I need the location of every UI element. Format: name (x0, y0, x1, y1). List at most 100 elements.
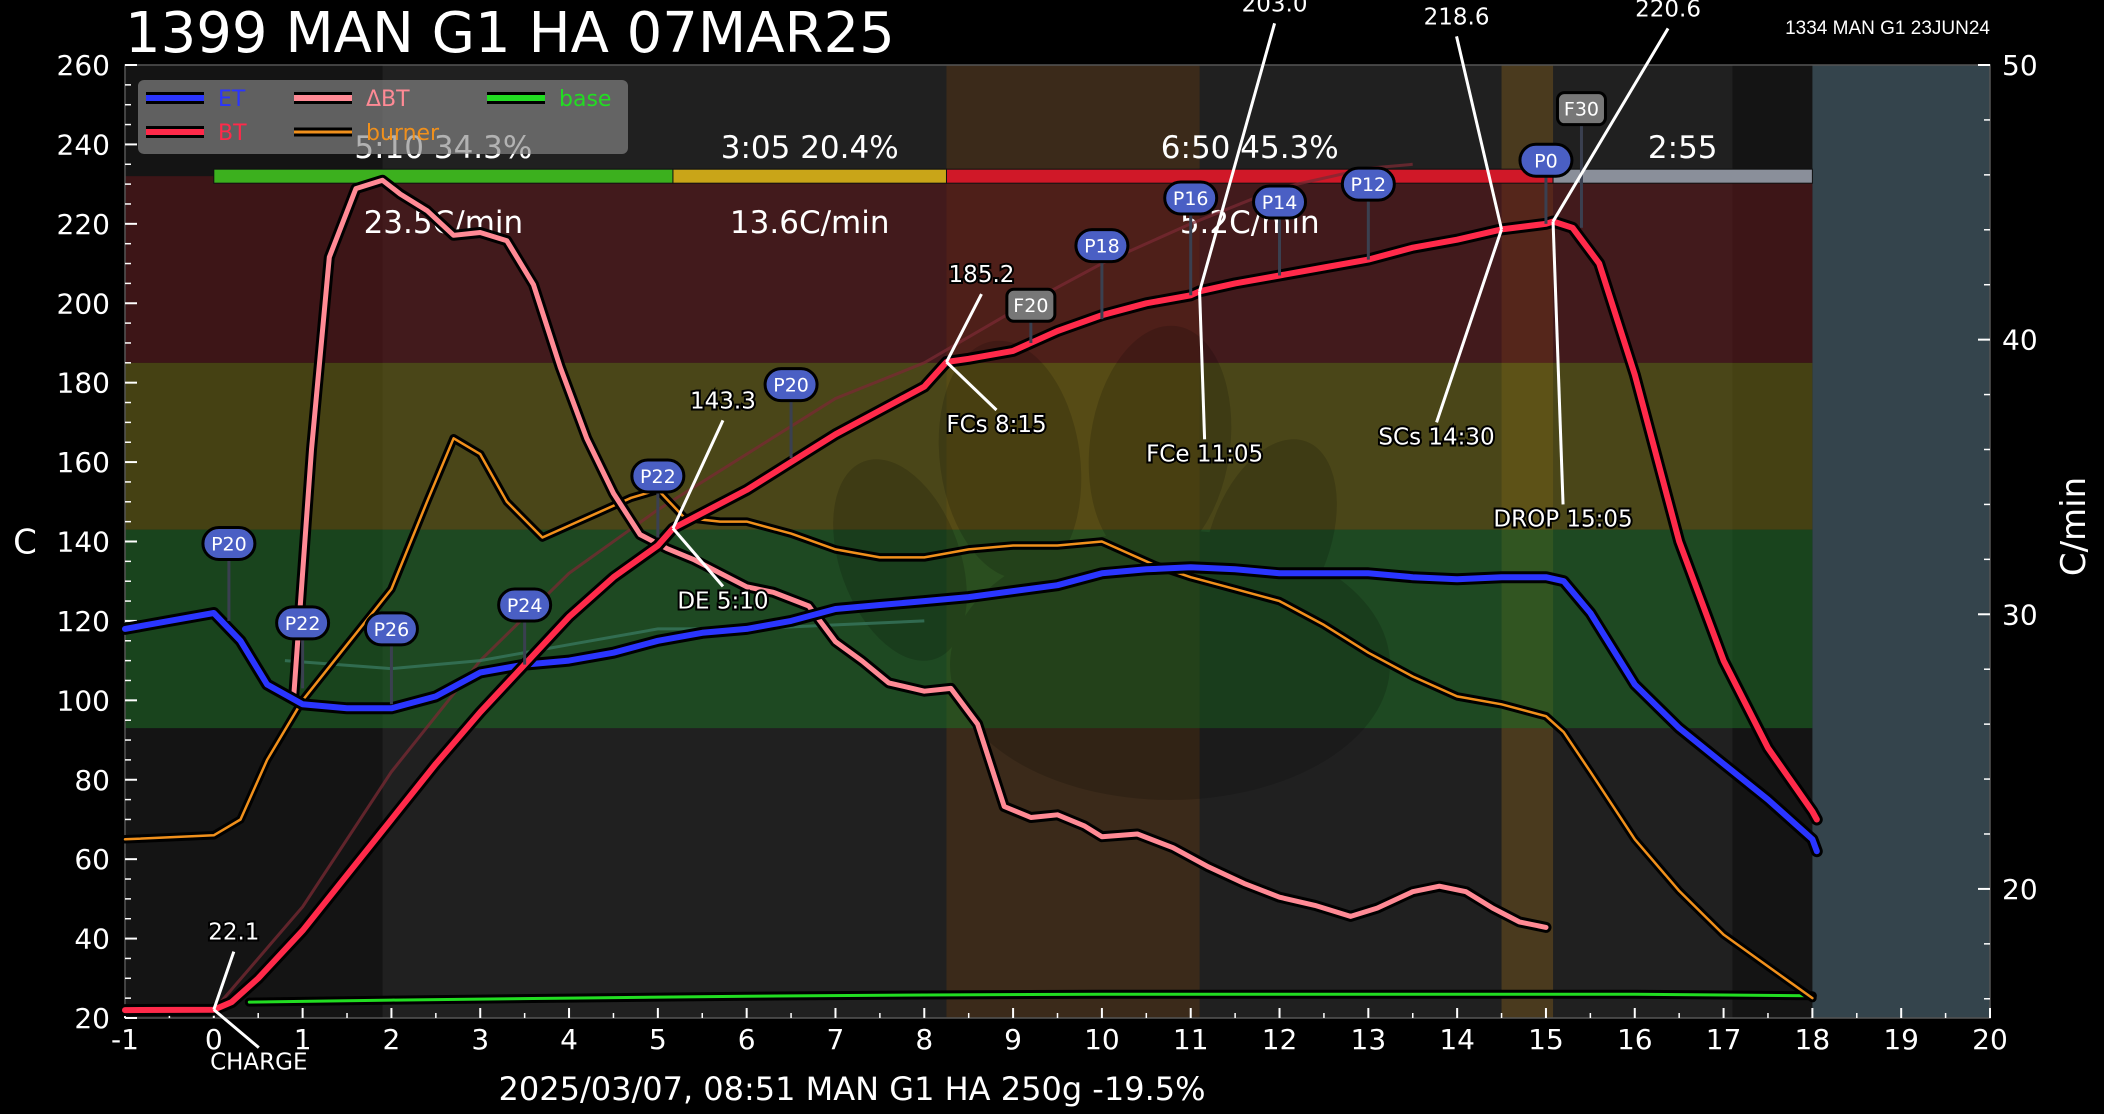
event-marker-11 (1518, 142, 1574, 178)
legend-label-4: base (559, 87, 611, 112)
x-tick-label: 0 (205, 1023, 223, 1056)
temperature-zone-1 (125, 362, 1813, 530)
annotation-label-0: CHARGE (210, 1050, 307, 1076)
annotation-leader-value-5 (1551, 27, 1670, 223)
series-line-base (247, 992, 1814, 1004)
y-tick-label: 180 (57, 367, 110, 400)
annotation-label-3: FCe 11:05 (1146, 441, 1263, 467)
y-tick-label: 260 (57, 49, 110, 82)
annotation-leader-value-4 (1455, 36, 1504, 230)
x-tick-label: 17 (1706, 1023, 1742, 1056)
legend-label-2: ΔBT (366, 87, 410, 112)
annotation-leader-label-4 (1435, 228, 1503, 423)
x-tick-label: 4 (560, 1023, 578, 1056)
y-tick-label: 100 (57, 684, 110, 717)
event-label-8: P16 (1173, 188, 1209, 210)
x-tick-label: 14 (1439, 1023, 1475, 1056)
y-tick-label: 220 (57, 208, 110, 241)
event-label-2: P26 (374, 619, 410, 641)
event-marker-2 (363, 611, 419, 647)
annotation-value-0: 22.1 (208, 920, 259, 946)
annotation-leader-label-3 (1198, 291, 1207, 440)
x-tick-label: 20 (1972, 1023, 2008, 1056)
x-tick-label: -1 (111, 1023, 139, 1056)
temperature-zone-2 (125, 176, 1813, 363)
y-tick-label: 140 (57, 526, 110, 559)
y-tick-label: 60 (74, 843, 110, 876)
annotation-leader-value-3 (1198, 22, 1277, 292)
phase-bar-3 (1552, 168, 1813, 184)
background-profile-label: 1334 MAN G1 23JUN24 (1785, 18, 1990, 39)
annotation-leader-label-0 (212, 1008, 260, 1049)
x-tick-label: 10 (1084, 1023, 1120, 1056)
phase-label-2: 6:50 45.3% (1161, 130, 1339, 166)
event-marker-3 (497, 587, 553, 623)
phase-label-3: 2:55 (1648, 130, 1718, 166)
legend-label-1: BT (218, 121, 247, 146)
x-tick-label: 5 (649, 1023, 667, 1056)
phase-label-1: 3:05 20.4% (721, 130, 899, 166)
event-label-11: P0 (1534, 150, 1558, 172)
y2-axis-label: C/min (2054, 477, 2094, 576)
event-marker-1 (275, 605, 331, 641)
x-tick-label: 1 (294, 1023, 312, 1056)
event-marker-10 (1340, 166, 1396, 202)
annotation-label-2: FCs 8:15 (946, 412, 1046, 438)
y2-tick-label: 50 (2002, 49, 2038, 82)
event-marker-9 (1252, 184, 1308, 220)
y-tick-label: 120 (57, 605, 110, 638)
y2-tick-label: 20 (2002, 873, 2038, 906)
annotation-value-3: 203.0 (1242, 0, 1308, 17)
event-label-5: P20 (773, 375, 809, 397)
event-label-7: P18 (1084, 236, 1120, 258)
y-tick-label: 200 (57, 287, 110, 320)
phase-bar-0 (213, 168, 674, 184)
annotation-value-4: 218.6 (1424, 4, 1490, 30)
x-tick-label: 11 (1173, 1023, 1209, 1056)
y-tick-label: 80 (74, 764, 110, 797)
annotation-leader-value-0 (212, 951, 236, 1011)
x-tick-label: 8 (915, 1023, 933, 1056)
y2-tick-label: 40 (2002, 324, 2038, 357)
x-tick-label: 18 (1795, 1023, 1831, 1056)
x-tick-label: 13 (1351, 1023, 1387, 1056)
legend-label-0: ET (218, 87, 246, 112)
event-label-0: P20 (211, 533, 247, 555)
annotation-leader-label-1 (671, 527, 725, 588)
event-marker-12 (1555, 91, 1607, 127)
y-tick-label: 40 (74, 923, 110, 956)
annotation-leader-value-2 (945, 293, 983, 363)
annotation-leader-value-1 (671, 419, 725, 530)
phase-ror-1: 13.6C/min (730, 205, 890, 241)
chart-title: 1399 MAN G1 HA 07MAR25 (125, 1, 895, 66)
background-profile-line-0 (212, 162, 1413, 1012)
event-label-9: P14 (1262, 192, 1298, 214)
annotation-leader-label-5 (1551, 221, 1565, 505)
event-label-12: F30 (1564, 99, 1599, 121)
annotation-leader-label-2 (945, 360, 998, 412)
phase-bar-1 (672, 168, 947, 184)
x-tick-label: 7 (827, 1023, 845, 1056)
x-tick-label: 3 (471, 1023, 489, 1056)
annotation-label-4: SCs 14:30 (1378, 424, 1494, 450)
y-axis-label: C (13, 523, 37, 563)
annotation-value-5: 220.6 (1635, 0, 1701, 22)
event-marker-7 (1074, 228, 1130, 264)
event-label-1: P22 (285, 613, 321, 635)
legend-label-3: burner (366, 121, 440, 146)
paw-watermark (833, 325, 1390, 800)
event-marker-6 (1005, 287, 1057, 323)
x-tick-label: 9 (1004, 1023, 1022, 1056)
phase-bar-2 (945, 168, 1554, 184)
event-marker-4 (630, 458, 686, 494)
event-label-4: P22 (640, 466, 676, 488)
annotation-value-2: 185.2 (949, 262, 1015, 288)
y-tick-label: 20 (74, 1002, 110, 1035)
series-line-burner (123, 437, 1814, 1000)
x-tick-label: 2 (383, 1023, 401, 1056)
series-line-ET (122, 564, 1820, 855)
event-marker-5 (763, 367, 819, 403)
x-tick-label: 15 (1528, 1023, 1564, 1056)
series-line-ΔBT (291, 177, 1549, 930)
